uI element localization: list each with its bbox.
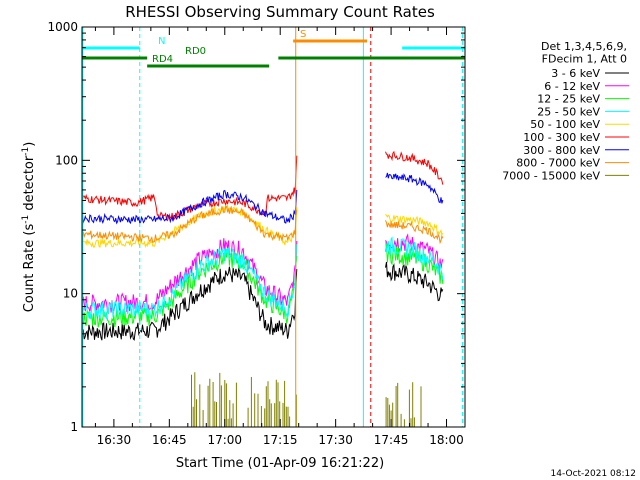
flag-n-label: N [158,36,165,47]
series-5-line [82,203,444,249]
y-tick-label: 100 [55,153,78,167]
series-6-line [82,150,444,222]
x-tick-label: 17:00 [207,433,242,447]
legend: Det 1,3,4,5,6,9,FDecim 1, Att 03 - 6 keV… [502,40,629,182]
legend-label: 100 - 300 keV [523,131,600,144]
y-axis-label-part: -1 [21,215,31,224]
x-tick-label: 16:45 [152,433,187,447]
legend-label: 300 - 800 keV [523,144,600,157]
y-tick-label: 1000 [47,20,78,34]
date-stamp: 14-Oct-2021 08:12 [551,469,636,479]
series-9-trace [191,372,422,427]
series-3-line [82,243,444,328]
legend-label: 50 - 100 keV [530,118,600,131]
x-tick-label: 17:15 [263,433,298,447]
x-axis: 16:30 16:45 17:00 17:15 17:30 17:45 18:00 [94,27,466,447]
y-axis-label-part: -1 [21,147,31,156]
x-tick-label: 17:30 [318,433,353,447]
y-axis-label-part: detector [22,155,37,215]
flag-s-label: S [300,29,306,40]
legend-label: 7000 - 15000 keV [502,169,600,182]
flag-rd0-label: RD0 [185,46,206,57]
legend-header: FDecim 1, Att 0 [542,53,627,66]
plot-frame [81,26,466,428]
y-axis-label: Count Rate (s-1 detector-1) [21,142,37,313]
legend-label: 800 - 7000 keV [516,157,600,170]
legend-label: 3 - 6 keV [551,67,600,80]
state-flags: N S RD0 RD4 [82,29,465,68]
y-tick-label: 1 [70,420,78,434]
legend-label: 12 - 25 keV [537,93,600,106]
plot-area: N S RD0 RD4 [82,27,465,427]
x-tick-label: 18:00 [429,433,464,447]
x-axis-label: Start Time (01-Apr-09 16:21:22) [176,456,384,471]
flag-rd4-label: RD4 [152,54,173,65]
series-1-line [82,261,444,341]
x-tick-label: 17:45 [374,433,409,447]
legend-label: 25 - 50 keV [537,105,600,118]
y-tick-label: 10 [63,287,78,301]
y-axis-label-part: Count Rate (s [22,224,37,313]
x-tick-label: 16:30 [97,433,132,447]
series-7-line [82,172,444,225]
y-axis: 1 10 100 1000 [47,20,465,434]
legend-header: Det 1,3,4,5,6,9, [541,40,627,53]
series-4-line [82,236,444,320]
series-8-line [82,204,444,245]
chart-title: RHESSI Observing Summary Count Rates [125,3,435,21]
y-axis-label-part: ) [22,142,37,147]
legend-label: 6 - 12 keV [544,80,600,93]
